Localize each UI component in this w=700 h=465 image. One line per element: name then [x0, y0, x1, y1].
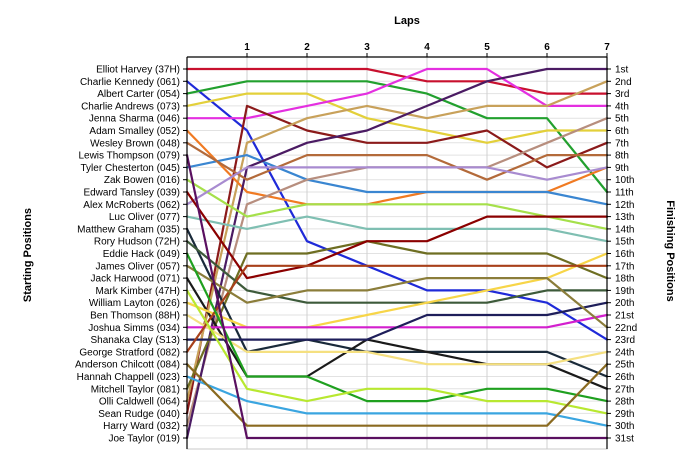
- series-line: [185, 375, 609, 427]
- finish-position-label: 24th: [615, 347, 634, 358]
- start-position-label: William Layton (026): [89, 298, 180, 309]
- finish-position-label: 12th: [615, 200, 634, 211]
- finish-position-label: 27th: [615, 384, 634, 395]
- finish-position-label: 5th: [615, 114, 629, 125]
- series-line: [185, 289, 609, 415]
- series-line: [185, 178, 609, 230]
- x-tick-label: 1: [244, 42, 250, 53]
- finish-position-label: 16th: [615, 249, 634, 260]
- finish-position-label: 13th: [615, 212, 634, 223]
- finish-position-label: 28th: [615, 397, 634, 408]
- series-line: [185, 80, 609, 194]
- start-position-label: Hannah Chappell (023): [77, 372, 180, 383]
- series-line: [185, 166, 609, 206]
- finish-position-label: 20th: [615, 298, 634, 309]
- start-position-label: Zak Bowen (016): [104, 175, 180, 186]
- start-position-label: James Oliver (057): [96, 261, 180, 272]
- finish-position-label: 8th: [615, 151, 629, 162]
- finish-position-label: 1st: [615, 65, 629, 76]
- finish-position-label: 2nd: [615, 77, 632, 88]
- finish-position-label: 26th: [615, 372, 634, 383]
- x-tick-label: 4: [424, 42, 430, 53]
- finish-position-label: 17th: [615, 261, 634, 272]
- start-position-label: Elliot Harvey (37H): [96, 65, 180, 76]
- finish-position-label: 3rd: [615, 89, 629, 100]
- start-position-label: Rory Hudson (72H): [94, 237, 180, 248]
- series-line: [185, 227, 609, 378]
- finish-position-label: 31st: [615, 434, 634, 445]
- series-line: [185, 301, 609, 341]
- series-line: [185, 154, 609, 206]
- start-position-label: Lewis Thompson (079): [78, 151, 180, 162]
- start-position-label: Adam Smalley (052): [89, 126, 180, 137]
- finish-position-label: 29th: [615, 409, 634, 420]
- x-tick-label: 3: [364, 42, 370, 53]
- start-position-label: Anderson Chilcott (084): [75, 360, 180, 371]
- finish-position-label: 6th: [615, 126, 629, 137]
- finish-position-label: 25th: [615, 360, 634, 371]
- finish-position-label: 23rd: [615, 335, 635, 346]
- start-position-label: Mitchell Taylor (081): [91, 384, 180, 395]
- x-tick-label: 2: [304, 42, 310, 53]
- start-position-label: Jenna Sharma (046): [89, 114, 180, 125]
- x-tick-label: 5: [484, 42, 490, 53]
- finish-position-label: 21st: [615, 311, 634, 322]
- x-tick-label: 6: [544, 42, 550, 53]
- series-line: [185, 80, 609, 341]
- start-position-label: Alex McRoberts (062): [83, 200, 180, 211]
- start-position-label: Mark Kimber (47H): [96, 286, 180, 297]
- start-position-label: Harry Ward (032): [103, 421, 180, 432]
- series-line: [185, 154, 609, 440]
- series-line: [185, 67, 609, 120]
- finish-position-label: 14th: [615, 224, 634, 235]
- start-position-label: Wesley Brown (048): [90, 138, 180, 149]
- series-line: [185, 264, 609, 353]
- start-position-label: Charlie Andrews (073): [81, 101, 180, 112]
- series-line: [185, 252, 609, 403]
- finish-position-label: 30th: [615, 421, 634, 432]
- series-line: [185, 67, 609, 95]
- series-line: [185, 264, 609, 329]
- x-tick-label: 7: [604, 42, 610, 53]
- series-line: [185, 363, 609, 427]
- series-line: [185, 240, 609, 390]
- series-line: [185, 240, 609, 304]
- series-line: [185, 92, 609, 144]
- start-position-label: Tyler Chesterton (045): [81, 163, 181, 174]
- x-axis-title: Laps: [394, 15, 420, 27]
- start-position-label: George Stratford (082): [79, 347, 180, 358]
- start-position-label: Luc Oliver (077): [109, 212, 180, 223]
- start-position-label: Albert Carter (054): [97, 89, 180, 100]
- finish-position-label: 4th: [615, 101, 629, 112]
- start-position-label: Jack Harwood (071): [91, 274, 180, 285]
- series-line: [185, 67, 609, 440]
- finish-position-label: 22nd: [615, 323, 637, 334]
- start-position-label: Joe Taylor (019): [108, 434, 180, 445]
- finish-position-label: 10th: [615, 175, 634, 186]
- start-position-label: Charlie Kennedy (061): [80, 77, 180, 88]
- series-line: [185, 313, 609, 366]
- start-position-label: Sean Rudge (040): [98, 409, 180, 420]
- start-position-label: Matthew Graham (035): [77, 224, 180, 235]
- series-line: [185, 80, 609, 403]
- start-position-label: Eddie Hack (049): [103, 249, 180, 260]
- left-axis-title: Starting Positions: [22, 208, 34, 302]
- series-line: [185, 141, 609, 181]
- finish-position-label: 15th: [615, 237, 634, 248]
- start-position-label: Edward Tansley (039): [83, 188, 180, 199]
- start-position-label: Joshua Simms (034): [88, 323, 180, 334]
- finish-position-label: 9th: [615, 163, 629, 174]
- right-axis-title: Finishing Positions: [664, 200, 676, 301]
- start-position-label: Olli Caldwell (064): [99, 397, 180, 408]
- series-line: [185, 190, 609, 280]
- finish-position-label: 7th: [615, 138, 629, 149]
- series-line: [185, 104, 609, 415]
- start-position-label: Shanaka Clay (S13): [91, 335, 181, 346]
- finish-position-label: 11th: [615, 188, 634, 199]
- finish-position-label: 18th: [615, 274, 634, 285]
- start-position-label: Ben Thomson (88H): [90, 311, 180, 322]
- series-line: [185, 215, 609, 243]
- finish-position-label: 19th: [615, 286, 634, 297]
